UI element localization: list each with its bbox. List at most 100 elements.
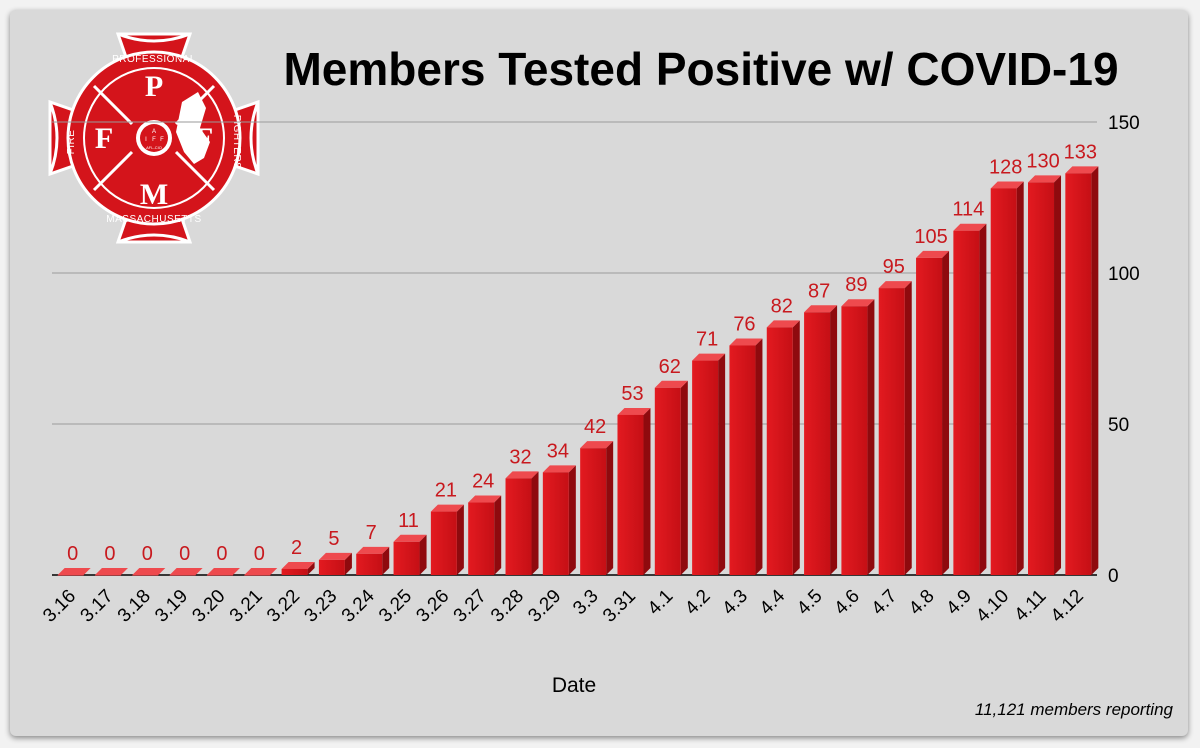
data-label: 71 bbox=[696, 329, 718, 351]
bar-top bbox=[318, 552, 352, 560]
bar-side bbox=[531, 471, 539, 575]
bar-front bbox=[953, 230, 980, 575]
bar-front bbox=[916, 257, 943, 575]
bar bbox=[692, 353, 726, 575]
bar-top bbox=[281, 561, 315, 569]
x-tick-label: 3.20 bbox=[188, 586, 229, 627]
bar-top bbox=[393, 534, 427, 542]
bar-front bbox=[1065, 173, 1092, 575]
iaff-seal: A I F F AFL-CIO bbox=[136, 120, 172, 156]
bar-front bbox=[94, 575, 121, 576]
x-tick-label: 4.3 bbox=[718, 586, 752, 620]
x-tick-label: 3.28 bbox=[487, 586, 528, 627]
bar-top bbox=[244, 568, 278, 575]
bar bbox=[468, 495, 502, 575]
bar bbox=[57, 568, 91, 576]
bar-side bbox=[942, 250, 950, 575]
bar-top bbox=[617, 407, 651, 415]
bar-front bbox=[1028, 182, 1055, 575]
data-label: 0 bbox=[67, 543, 78, 565]
bar-side bbox=[494, 495, 502, 575]
x-tick-label: 3.17 bbox=[77, 586, 118, 627]
x-tick-label: 4.9 bbox=[942, 586, 976, 620]
seal-letter-i: I bbox=[145, 137, 147, 143]
data-label: 130 bbox=[1026, 150, 1059, 172]
data-label: 2 bbox=[291, 537, 302, 559]
chart-frame: P F F M PROFESSIONAL MASSACHUSETTS FIRE … bbox=[10, 10, 1188, 736]
x-tick-label: 3.31 bbox=[599, 586, 640, 627]
bar-front bbox=[206, 575, 233, 576]
data-labels: 0 0 0 0 0 0 2 5 7 11 21 24 32 34 42 53 62 71 76 82 87 89 95 105… bbox=[67, 141, 1097, 565]
x-tick-label: 4.1 bbox=[644, 586, 678, 620]
bar-front bbox=[729, 345, 756, 575]
data-label: 42 bbox=[584, 416, 606, 438]
bar-front bbox=[542, 472, 569, 575]
bar bbox=[169, 568, 203, 576]
y-tick-label: 100 bbox=[1108, 264, 1140, 285]
bar-top bbox=[654, 380, 688, 388]
x-tick-label: 3.18 bbox=[114, 586, 155, 627]
members-reporting-note: 11,121 members reporting bbox=[975, 700, 1174, 719]
bar-top bbox=[430, 504, 464, 512]
data-label: 133 bbox=[1064, 141, 1097, 163]
data-label: 5 bbox=[328, 528, 339, 550]
bar-front bbox=[580, 448, 607, 575]
bar-top bbox=[766, 320, 800, 328]
x-tick-label: 3.19 bbox=[151, 586, 192, 627]
bar-top bbox=[132, 568, 166, 575]
data-label: 0 bbox=[179, 543, 190, 565]
bar bbox=[94, 568, 128, 576]
data-label: 87 bbox=[808, 280, 830, 302]
bar-top bbox=[878, 281, 912, 289]
y-axis-ticks: 0 50 100 150 bbox=[1108, 113, 1140, 587]
x-tick-label: 4.10 bbox=[972, 586, 1013, 627]
bar-top bbox=[841, 299, 875, 307]
bar-side bbox=[979, 223, 987, 575]
bar-side bbox=[792, 320, 800, 575]
bar-top bbox=[542, 465, 576, 473]
bar bbox=[318, 552, 352, 575]
bar-front bbox=[505, 478, 532, 575]
data-label: 21 bbox=[435, 480, 457, 502]
bar-top bbox=[169, 568, 203, 575]
data-label: 7 bbox=[366, 522, 377, 544]
bar-front bbox=[356, 553, 383, 575]
x-tick-label: 3.27 bbox=[450, 586, 491, 627]
bar bbox=[542, 465, 576, 575]
bar bbox=[505, 471, 539, 575]
firefighters-union-logo: P F F M PROFESSIONAL MASSACHUSETTS FIRE … bbox=[48, 32, 260, 244]
bar-front bbox=[990, 188, 1017, 575]
x-tick-label: 4.11 bbox=[1011, 586, 1051, 626]
bar-front bbox=[804, 312, 831, 575]
data-label: 95 bbox=[883, 256, 905, 278]
bar-front bbox=[654, 387, 681, 575]
bar bbox=[430, 504, 464, 575]
y-tick-label: 50 bbox=[1108, 415, 1129, 436]
data-label: 89 bbox=[845, 274, 867, 296]
x-tick-label: 4.5 bbox=[793, 586, 827, 620]
bar-top bbox=[505, 471, 539, 479]
x-tick-label: 4.7 bbox=[868, 586, 902, 620]
bar-top bbox=[1028, 175, 1062, 183]
data-label: 128 bbox=[989, 156, 1022, 178]
seal-letter-f2: F bbox=[160, 137, 164, 143]
bar-top bbox=[356, 546, 390, 554]
data-label: 11 bbox=[398, 510, 419, 532]
x-tick-label: 3.24 bbox=[338, 585, 379, 626]
bar-top bbox=[94, 568, 128, 575]
bar-side bbox=[307, 561, 315, 575]
bar-side bbox=[568, 465, 576, 575]
x-tick-label: 4.12 bbox=[1047, 586, 1088, 627]
bar-front bbox=[766, 327, 793, 575]
bar-top bbox=[990, 181, 1024, 189]
bar bbox=[804, 305, 838, 575]
data-label: 76 bbox=[733, 313, 755, 335]
data-label: 105 bbox=[914, 226, 947, 248]
x-tick-label: 4.4 bbox=[756, 585, 790, 619]
bar-top bbox=[804, 305, 838, 313]
bar bbox=[132, 568, 166, 576]
seal-letter-f1: F bbox=[152, 137, 156, 143]
bar bbox=[356, 546, 390, 575]
logo-text-top: PROFESSIONAL bbox=[112, 54, 196, 65]
bar-front bbox=[878, 288, 905, 575]
